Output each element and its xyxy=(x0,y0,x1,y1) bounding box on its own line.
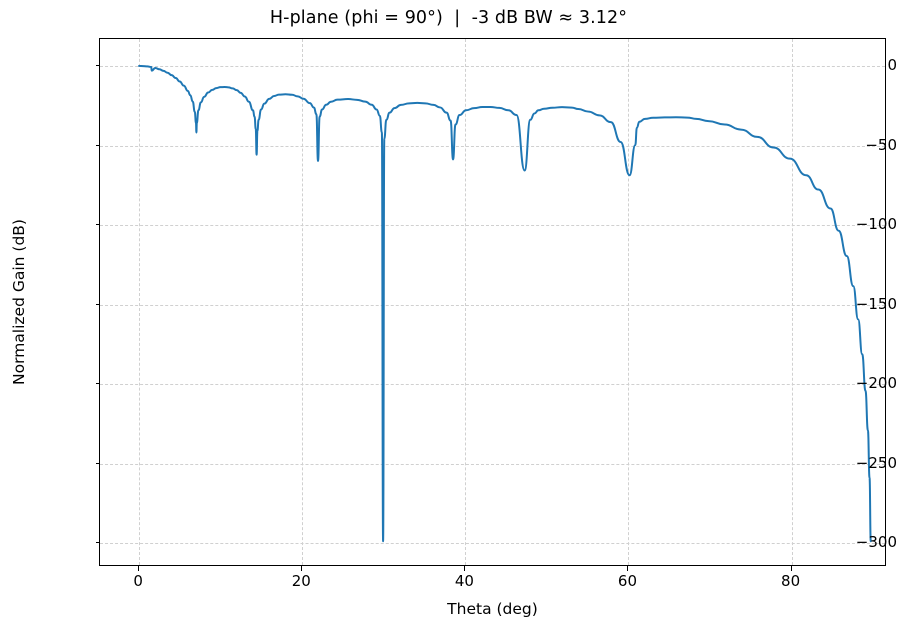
pattern-curve-path xyxy=(138,64,872,543)
y-tick-mark xyxy=(95,542,100,544)
gridline-v xyxy=(465,39,467,565)
y-tick-label: −250 xyxy=(855,453,897,472)
y-tick-label: −200 xyxy=(855,374,897,393)
y-tick-mark xyxy=(95,144,100,146)
x-tick-label: 40 xyxy=(454,572,474,590)
gridline-v xyxy=(302,39,304,565)
gridline-h xyxy=(100,145,885,147)
x-tick-mark xyxy=(627,566,629,571)
y-tick-label: −300 xyxy=(855,533,897,552)
gridline-h xyxy=(100,66,885,68)
gridline-v xyxy=(628,39,630,565)
gridline-h xyxy=(100,463,885,465)
x-tick-mark xyxy=(301,566,303,571)
x-tick-label: 0 xyxy=(133,572,143,590)
gridline-h xyxy=(100,225,885,227)
y-tick-mark xyxy=(95,65,100,67)
y-tick-mark xyxy=(95,462,100,464)
gridline-h xyxy=(100,304,885,306)
y-tick-label: −150 xyxy=(855,294,897,313)
x-tick-label: 20 xyxy=(291,572,311,590)
plot-area xyxy=(99,38,886,566)
y-tick-label: −50 xyxy=(865,135,897,154)
x-axis-label: Theta (deg) xyxy=(447,600,538,618)
y-tick-mark xyxy=(95,383,100,385)
gridline-h xyxy=(100,543,885,545)
y-tick-mark xyxy=(95,303,100,305)
x-tick-mark xyxy=(790,566,792,571)
y-tick-mark xyxy=(95,224,100,226)
pattern-curve xyxy=(138,64,872,543)
gridline-v xyxy=(139,39,141,565)
x-tick-mark xyxy=(138,566,140,571)
y-tick-label: −100 xyxy=(855,215,897,234)
gridline-v xyxy=(791,39,793,565)
chart-title: H-plane (phi = 90°) | -3 dB BW ≈ 3.12° xyxy=(269,8,628,28)
y-tick-label: 0 xyxy=(887,56,897,75)
y-axis-label: Normalized Gain (dB) xyxy=(10,219,28,385)
x-tick-label: 80 xyxy=(781,572,801,590)
x-tick-label: 60 xyxy=(617,572,638,590)
x-tick-mark xyxy=(464,566,466,571)
gridline-h xyxy=(100,384,885,386)
